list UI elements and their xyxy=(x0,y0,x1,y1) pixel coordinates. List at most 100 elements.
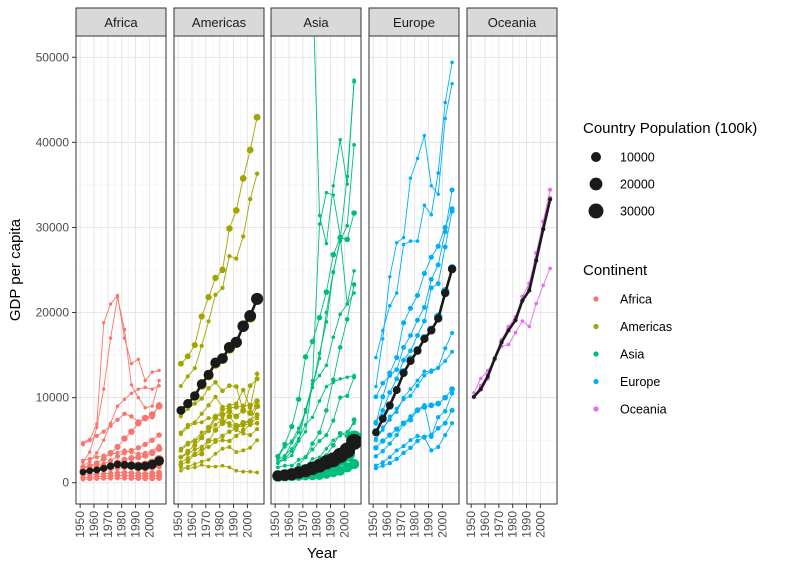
x-tick-label: 1980 xyxy=(408,511,422,538)
data-point xyxy=(407,305,414,311)
data-point xyxy=(101,438,106,442)
data-point xyxy=(233,404,239,410)
data-point xyxy=(303,429,308,434)
data-point xyxy=(247,409,254,417)
weighted-mean-line xyxy=(472,199,552,398)
data-point xyxy=(324,446,329,451)
x-tick-label: 2000 xyxy=(240,511,254,538)
data-point xyxy=(254,376,260,382)
country-series xyxy=(276,375,357,470)
data-point xyxy=(192,447,197,452)
data-point xyxy=(185,451,190,456)
country-series xyxy=(374,81,454,389)
data-point xyxy=(135,476,141,482)
weighted-mean-point xyxy=(506,328,511,333)
y-tick-label: 50000 xyxy=(36,50,70,64)
data-point xyxy=(276,460,280,465)
y-tick-label: 20000 xyxy=(36,306,70,320)
data-point xyxy=(338,377,342,381)
data-point xyxy=(351,417,357,423)
weighted-mean-point xyxy=(420,334,429,343)
color-legend-label: Americas xyxy=(620,320,672,334)
data-point xyxy=(388,275,392,279)
facet-strip-label: Oceania xyxy=(488,15,537,30)
weighted-mean-point xyxy=(392,386,401,394)
weighted-mean-point xyxy=(385,401,394,410)
x-tick-label: 1960 xyxy=(185,511,199,538)
data-point xyxy=(213,416,218,421)
data-point xyxy=(534,301,539,306)
x-tick-label: 1970 xyxy=(394,511,408,538)
data-point xyxy=(206,444,211,450)
data-point xyxy=(394,410,399,414)
x-tick-label: 1950 xyxy=(268,511,282,538)
data-point xyxy=(283,458,287,462)
data-point xyxy=(330,251,337,258)
weighted-mean-point xyxy=(441,288,450,298)
data-point xyxy=(373,420,379,426)
data-point xyxy=(408,438,413,443)
weighted-mean-series xyxy=(176,292,264,415)
data-point xyxy=(220,285,225,291)
data-point xyxy=(149,437,155,443)
size-legend-key xyxy=(589,177,603,191)
y-tick-label: 0 xyxy=(62,476,69,490)
data-point xyxy=(548,266,552,271)
data-point xyxy=(213,422,218,427)
weighted-mean-point xyxy=(237,320,249,332)
data-point xyxy=(380,425,385,430)
data-point xyxy=(191,342,198,349)
data-point xyxy=(192,438,197,443)
data-point xyxy=(317,351,322,356)
data-point xyxy=(248,432,253,438)
data-point xyxy=(345,375,349,379)
data-point xyxy=(122,397,127,402)
size-legend-label: 10000 xyxy=(620,151,655,165)
weighted-mean-point xyxy=(520,298,525,303)
facet-strip-label: Asia xyxy=(303,15,329,30)
data-point xyxy=(310,415,315,419)
weighted-mean-point xyxy=(196,379,207,389)
data-point xyxy=(394,241,399,245)
data-point xyxy=(135,445,141,451)
data-point xyxy=(206,428,211,432)
data-point xyxy=(254,420,260,426)
data-point xyxy=(101,387,106,391)
x-tick-label: 1950 xyxy=(366,511,380,538)
data-point xyxy=(408,176,413,180)
data-point xyxy=(234,468,239,473)
data-point xyxy=(351,210,357,216)
x-tick-label: 2000 xyxy=(337,511,351,538)
data-point xyxy=(220,438,225,443)
weighted-mean-point xyxy=(399,369,408,377)
data-point xyxy=(114,443,121,451)
data-point xyxy=(234,256,239,261)
weighted-mean-point xyxy=(154,456,164,466)
weighted-mean-point xyxy=(140,461,150,471)
data-point xyxy=(129,414,134,419)
data-point xyxy=(401,450,406,456)
weighted-mean-point xyxy=(120,460,129,469)
weighted-mean-point xyxy=(492,356,497,361)
x-tick-label: 1980 xyxy=(213,511,227,538)
data-point xyxy=(213,394,218,399)
data-point xyxy=(324,190,329,195)
size-legend-key xyxy=(591,152,601,162)
data-point xyxy=(472,391,476,395)
data-point xyxy=(373,438,378,443)
data-point xyxy=(330,442,336,448)
data-point xyxy=(248,196,253,202)
size-legend-key xyxy=(588,203,604,219)
data-point xyxy=(352,80,356,84)
data-point xyxy=(421,304,427,310)
data-point xyxy=(226,225,233,232)
data-point xyxy=(149,475,155,482)
data-point xyxy=(443,433,448,438)
data-point xyxy=(199,420,204,425)
country-series xyxy=(80,475,162,482)
data-point xyxy=(428,285,434,291)
legend: Country Population (100k) 10000 20000 30000… xyxy=(583,120,757,417)
facet-africa: Africa 1950 1960 1970 1980 1990 2000 xyxy=(73,7,167,538)
data-point xyxy=(240,408,246,414)
data-point xyxy=(212,427,219,433)
